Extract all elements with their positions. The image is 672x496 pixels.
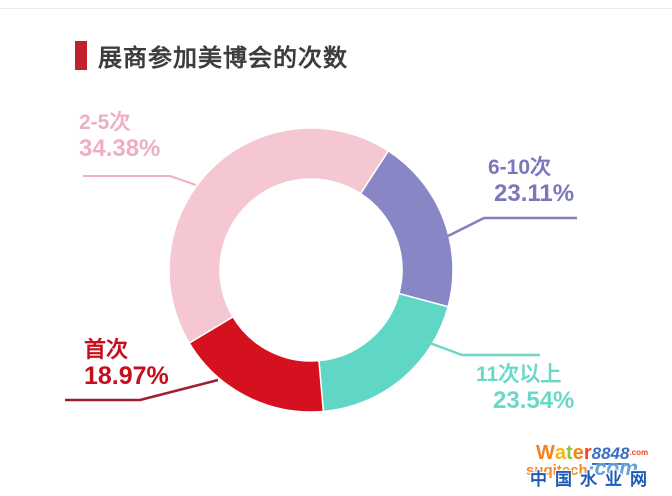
watermark-line1: Water8848.com	[536, 442, 649, 465]
watermark-letter: e	[572, 442, 584, 464]
chart-title-block: 展商参加美博会的次数	[75, 38, 348, 73]
watermark-subbrand: suqitech	[526, 462, 588, 479]
segment-value: 18.97%	[84, 362, 169, 390]
segment-value: 23.11%	[494, 180, 575, 207]
leader-line-shouci	[65, 378, 219, 402]
segment-label: 2-5次	[79, 111, 131, 134]
segment-label: 6-10次	[488, 156, 552, 179]
watermark-letter: t	[566, 442, 573, 464]
leader-line-11ci-plus	[426, 340, 540, 357]
watermark-letter: W	[536, 442, 555, 464]
callout-2-5ci: 2-5次 34.38%	[79, 111, 160, 163]
leader-line-6-10ci	[447, 216, 577, 238]
donut-segment-3	[188, 315, 325, 413]
donut-segment-1	[359, 149, 454, 308]
segment-label: 首次	[84, 337, 129, 362]
watermark-line2: suqitech·com	[526, 458, 638, 479]
donut-segment-0	[168, 127, 390, 345]
watermark-letter: a	[554, 442, 567, 464]
watermark-logo: Water8848.com suqitech·com 中国水业网	[526, 443, 672, 495]
donut-segments	[168, 127, 454, 413]
title-accent-bar	[75, 41, 87, 70]
leader-line-2-5ci	[83, 175, 197, 186]
callout-6-10ci: 6-10次 23.11%	[488, 156, 574, 208]
watermark-domain: ·com	[587, 457, 638, 480]
watermark-cn-name: 中国水业网	[530, 470, 655, 489]
watermark-chip: .com	[629, 448, 649, 457]
donut-segment-2	[318, 292, 450, 413]
callout-11ci-plus: 11次以上 23.54%	[476, 363, 574, 415]
watermark-brand-letters: Water	[536, 442, 592, 464]
segment-label: 11次以上	[476, 363, 562, 386]
segment-value: 34.38%	[79, 135, 161, 162]
watermark-letter: r	[583, 442, 592, 464]
callout-shouci: 首次 18.97%	[84, 337, 169, 391]
segment-value: 23.54%	[493, 387, 575, 414]
watermark-number: 8848	[591, 444, 630, 465]
page-title: 展商参加美博会的次数	[98, 45, 348, 72]
top-divider	[0, 8, 672, 9]
